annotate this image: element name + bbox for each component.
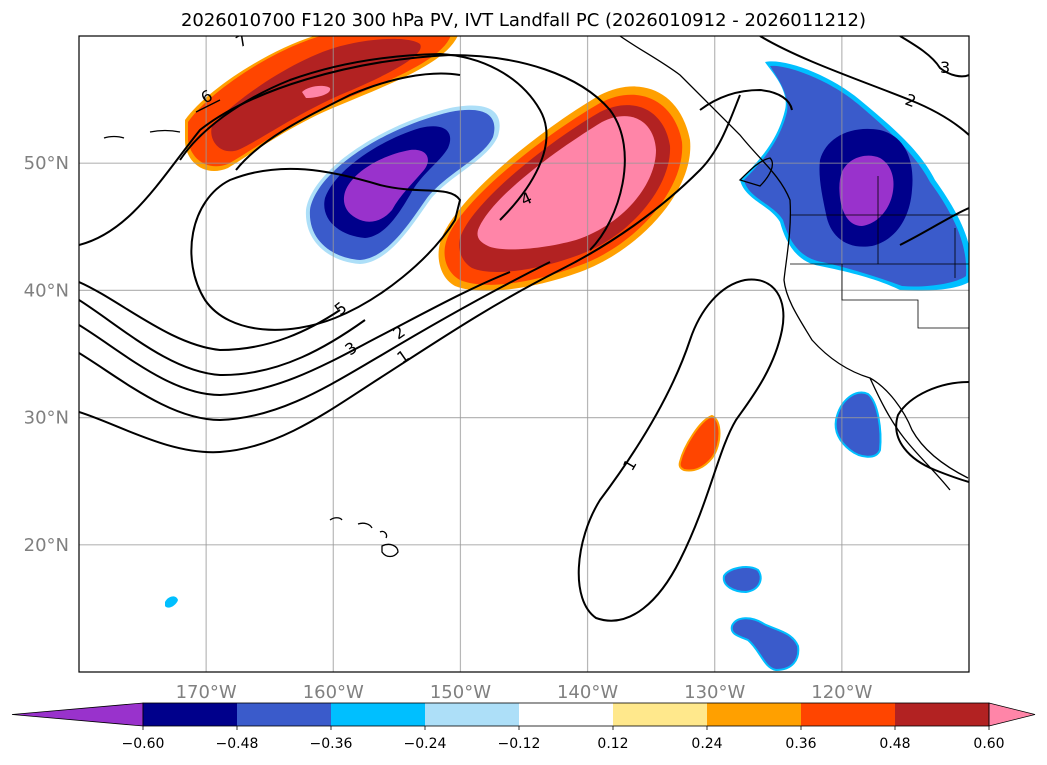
- pv-contours: [79, 36, 969, 622]
- y-tick-label-2: 30°N: [24, 408, 69, 429]
- contour-label-2-east: 2: [903, 90, 919, 111]
- gridlines: [79, 36, 969, 672]
- x-tick-label-0: 170°W: [176, 682, 237, 703]
- anomaly-negative-tiny-west: [165, 596, 178, 608]
- pv-contour-1-west: [79, 94, 741, 454]
- colorbar-tick-label-9: 0.60: [973, 736, 1004, 752]
- pv-contour-5-west: [79, 281, 341, 352]
- x-tick-label-5: 120°W: [811, 682, 872, 703]
- x-tick-label-3: 140°W: [557, 682, 618, 703]
- pv-contour-4-west: [79, 299, 366, 377]
- x-tick-label-4: 130°W: [684, 682, 745, 703]
- y-axis-ticks: 50°N 40°N 30°N 20°N: [24, 153, 69, 556]
- pv-contour-gulf-inner: [699, 88, 793, 111]
- state-borders: [790, 176, 969, 329]
- contour-label-1-west: 1: [393, 346, 412, 367]
- y-tick-label-0: 50°N: [24, 153, 69, 174]
- coastline-hawaii: [329, 517, 399, 558]
- pv-contour-loop-gulf: [190, 167, 462, 331]
- pv-contour-loop-outer: [79, 53, 626, 251]
- colorbar-tick-label-0: −0.60: [122, 736, 165, 752]
- colorbar-tick-label-1: −0.48: [216, 736, 259, 752]
- y-tick-label-1: 40°N: [24, 280, 69, 301]
- coastline-vancouver-island: [738, 157, 774, 187]
- colorbar-tick-label-3: −0.24: [404, 736, 447, 752]
- anomaly-negative-south-b: [730, 617, 800, 672]
- coastline-baja: [869, 377, 951, 491]
- colorbar: [11, 702, 1036, 727]
- plot-frame: [78, 35, 970, 673]
- x-tick-label-2: 150°W: [430, 682, 491, 703]
- anomaly-negative-pnw-max: [839, 155, 894, 226]
- contour-label-7: 7: [233, 30, 251, 52]
- colorbar-extend-high: [988, 702, 1036, 727]
- x-axis-ticks: 170°W 160°W 150°W 140°W 130°W 120°W: [176, 682, 873, 703]
- colorbar-box-1: [237, 703, 331, 726]
- contour-label-3-east: 3: [940, 58, 950, 77]
- pv-contour-rocky: [899, 207, 969, 246]
- chart-title: 2026010700 F120 300 hPa PV, IVT Landfall…: [180, 10, 867, 31]
- colorbar-box-5: [613, 703, 707, 726]
- colorbar-box-7: [801, 703, 895, 726]
- pv-contour-3-west: [79, 271, 511, 397]
- pv-contour-1-loop-subtropical: [577, 278, 785, 622]
- colorbar-tick-label-2: −0.36: [310, 736, 353, 752]
- colorbar-tick-label-7: 0.36: [785, 736, 816, 752]
- colorbar-tick-label-6: 0.24: [691, 736, 722, 752]
- pv-contour-3-east: [899, 36, 969, 78]
- colorbar-box-8: [895, 703, 989, 726]
- x-tick-label-1: 160°W: [303, 682, 364, 703]
- colorbar-box-3: [425, 703, 519, 726]
- anomaly-positive-aleutian-max: [302, 85, 331, 98]
- pv-contour-2-west: [79, 261, 551, 422]
- pv-contour-6: [179, 52, 548, 221]
- colorbar-tick-label-4: −0.12: [498, 736, 541, 752]
- colorbar-box-2: [331, 703, 425, 726]
- coastline-aleutians: [103, 99, 221, 139]
- pv-contour-2-east: [759, 36, 969, 136]
- pv-contour-sonoran: [895, 381, 969, 483]
- colorbar-tick-label-5: 0.12: [597, 736, 628, 752]
- colorbar-tick-label-8: 0.48: [879, 736, 910, 752]
- colorbar-box-0: [143, 703, 237, 726]
- anomaly-positive-subtropical: [678, 414, 721, 472]
- pv-contour-7: [235, 72, 461, 171]
- colorbar-box-6: [707, 703, 801, 726]
- y-tick-label-3: 20°N: [24, 535, 69, 556]
- colorbar-box-4: [519, 703, 613, 726]
- colorbar-frame: [142, 702, 990, 727]
- colorbar-extend-low: [11, 702, 144, 727]
- anomaly-negative-south-a: [722, 566, 762, 594]
- colorbar-tick-labels: −0.60 −0.48 −0.36 −0.24 −0.12 0.12 0.24 0.36 0.4…: [122, 726, 1005, 752]
- plot-area: 5 2 3 1 4 6 7 1 2 3: [79, 30, 969, 672]
- anomaly-shading: [165, 36, 969, 672]
